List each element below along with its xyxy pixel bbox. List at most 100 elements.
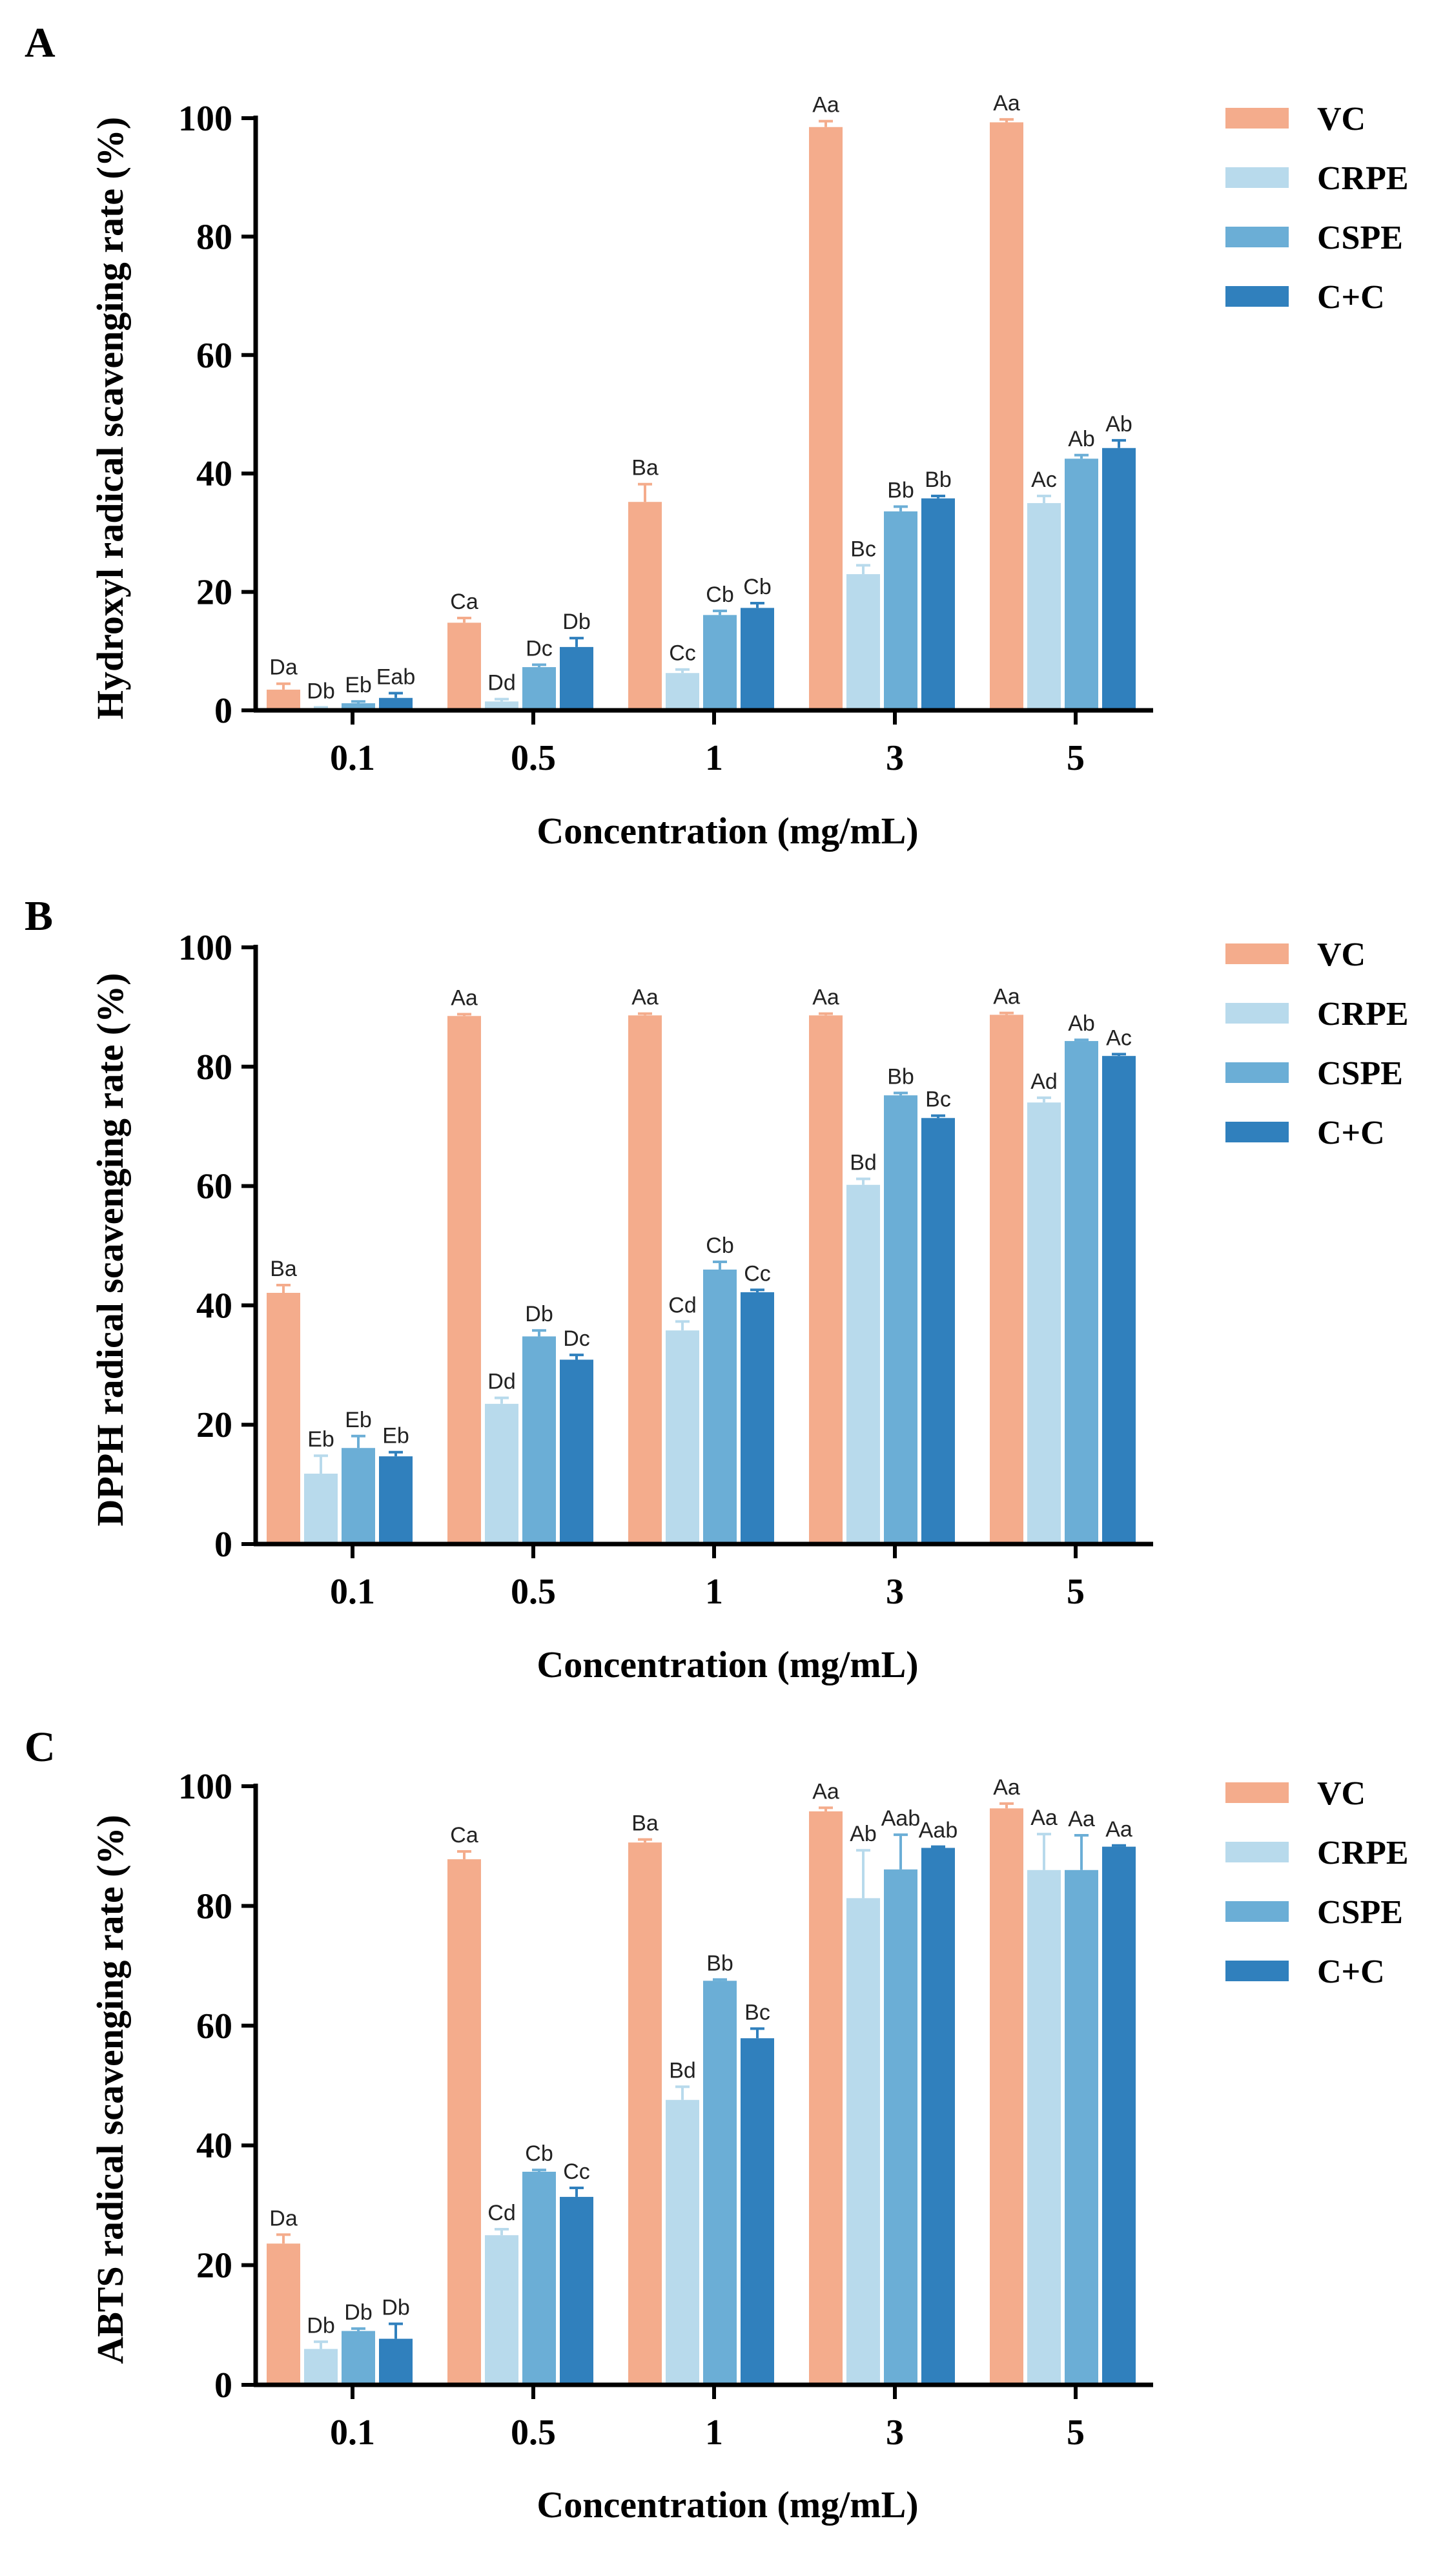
legend-label: VC <box>1317 936 1366 973</box>
y-tick-label: 40 <box>196 1286 232 1326</box>
bar-crpe-0.5 <box>485 1403 518 1544</box>
significance-label: Bc <box>744 2000 770 2025</box>
significance-label: Ab <box>850 1822 877 1846</box>
bar-crpe-0.1 <box>304 2349 338 2385</box>
bar-vc-1 <box>628 502 662 710</box>
bar-vc-1 <box>628 1015 662 1544</box>
bar-cplusc-5 <box>1102 1846 1136 2385</box>
y-tick-label: 80 <box>196 1886 232 1926</box>
legend-label: CRPE <box>1317 996 1409 1033</box>
significance-label: Aab <box>919 1819 958 1843</box>
bar-cplusc-0.1 <box>379 697 413 710</box>
bar-cplusc-0.1 <box>379 2338 413 2385</box>
bar-vc-5 <box>990 1015 1023 1544</box>
legend-label: CSPE <box>1317 1894 1403 1931</box>
x-tick-label: 5 <box>1067 1572 1085 1612</box>
significance-label: Aab <box>881 1806 921 1831</box>
significance-label: Ac <box>1031 468 1057 492</box>
y-tick-label: 60 <box>196 1167 232 1207</box>
significance-label: Bb <box>706 1951 733 1975</box>
significance-label: Cd <box>668 1293 696 1317</box>
legend-label: CRPE <box>1317 160 1409 197</box>
legend-label: C+C <box>1317 1115 1385 1151</box>
legend-swatch-cplusc <box>1225 1961 1289 1981</box>
bar-cspe-0.1 <box>342 1448 375 1544</box>
chart-panel-a: A Da Ca Ba Aa Aa Db Dd Cc Bc Ac Eb Dc Cb Bb Ab Eab Db Cb Bb… <box>25 19 1409 852</box>
bar-cspe-0.5 <box>522 2171 556 2385</box>
y-tick-label: 20 <box>196 573 232 613</box>
bar-cplusc-3 <box>921 1118 955 1544</box>
bar-cspe-0.1 <box>342 2331 375 2385</box>
bar-cspe-3 <box>884 1869 917 2385</box>
y-tick-label: 0 <box>214 691 232 731</box>
significance-label: Aa <box>812 1779 839 1804</box>
significance-label: Db <box>307 679 334 703</box>
panel-letter: B <box>25 892 53 940</box>
bar-cplusc-0.5 <box>560 646 593 710</box>
significance-label: Dd <box>487 1370 515 1394</box>
bar-crpe-0.1 <box>304 1473 338 1544</box>
significance-label: Ba <box>270 1257 297 1281</box>
bar-cplusc-1 <box>741 1292 774 1544</box>
bar-cplusc-1 <box>741 608 774 710</box>
significance-label: Aa <box>993 91 1020 116</box>
significance-label: Aa <box>993 1775 1020 1800</box>
y-axis-title: ABTS radical scavenging rate (%) <box>89 1815 131 2364</box>
significance-label: Ab <box>1105 412 1132 437</box>
legend-swatch-cplusc <box>1225 286 1289 307</box>
x-tick-label: 1 <box>705 738 723 778</box>
bar-crpe-5 <box>1027 1102 1061 1544</box>
significance-label: Aa <box>812 93 839 118</box>
significance-label: Dc <box>526 636 553 661</box>
bar-cspe-0.1 <box>342 703 375 710</box>
x-tick-label: 0.5 <box>511 1572 556 1612</box>
x-tick-label: 0.5 <box>511 2413 556 2453</box>
panel-letter: C <box>25 1724 56 1771</box>
x-tick-label: 3 <box>886 738 904 778</box>
legend: VC CRPE CSPE C+C <box>1225 1775 1409 1990</box>
significance-label: Aa <box>812 985 839 1010</box>
legend-swatch-cspe <box>1225 227 1289 247</box>
bar-cplusc-1 <box>741 2038 774 2385</box>
bar-cplusc-0.5 <box>560 2196 593 2385</box>
bar-vc-3 <box>809 1811 843 2385</box>
significance-label: Aa <box>1105 1817 1132 1842</box>
significance-label: Da <box>269 2206 298 2231</box>
bar-cplusc-0.5 <box>560 1359 593 1544</box>
significance-label: Bb <box>887 1064 914 1089</box>
bar-vc-3 <box>809 127 843 710</box>
significance-label: Dd <box>487 671 515 696</box>
significance-label: Aa <box>631 985 659 1010</box>
y-tick-label: 0 <box>214 2365 232 2406</box>
y-tick-label: 0 <box>214 1525 232 1565</box>
y-tick-label: 40 <box>196 2126 232 2166</box>
x-tick-label: 3 <box>886 2413 904 2453</box>
y-tick-label: 100 <box>178 99 232 139</box>
bar-vc-5 <box>990 1808 1023 2385</box>
bar-vc-0.1 <box>267 1292 300 1544</box>
bar-vc-0.1 <box>267 2243 300 2385</box>
bar-crpe-3 <box>846 1898 880 2385</box>
chart-panel-b: B Ba Aa Aa Aa Aa Eb Dd Cd Bd Ad Eb Db Cb Bb Ab Eb Dc Cc Bc A… <box>25 892 1409 1685</box>
x-tick-label: 3 <box>886 1572 904 1612</box>
significance-label: Eb <box>382 1424 409 1448</box>
significance-label: Aa <box>1068 1807 1095 1831</box>
bar-vc-0.5 <box>447 1859 481 2385</box>
x-axis-title: Concentration (mg/mL) <box>537 810 918 852</box>
x-axis-title: Concentration (mg/mL) <box>537 2484 918 2526</box>
x-tick-label: 5 <box>1067 2413 1085 2453</box>
chart-panel-c: C Da Ca Ba Aa Aa Db Cd Bd Ab Aa Db Cb Bb Aab Aa Db Cc Bc Aa… <box>25 1724 1409 2526</box>
bar-vc-5 <box>990 122 1023 710</box>
bar-vc-1 <box>628 1842 662 2385</box>
bar-cspe-5 <box>1065 459 1098 710</box>
bar-vc-3 <box>809 1015 843 1544</box>
significance-label: Ab <box>1068 1011 1095 1036</box>
significance-label: Eb <box>307 1427 334 1452</box>
significance-label: Cb <box>706 1233 733 1258</box>
legend-swatch-crpe <box>1225 1003 1289 1024</box>
bar-crpe-3 <box>846 1184 880 1544</box>
bar-cspe-3 <box>884 511 917 710</box>
bar-cplusc-3 <box>921 1848 955 2385</box>
bar-crpe-1 <box>666 1330 699 1544</box>
